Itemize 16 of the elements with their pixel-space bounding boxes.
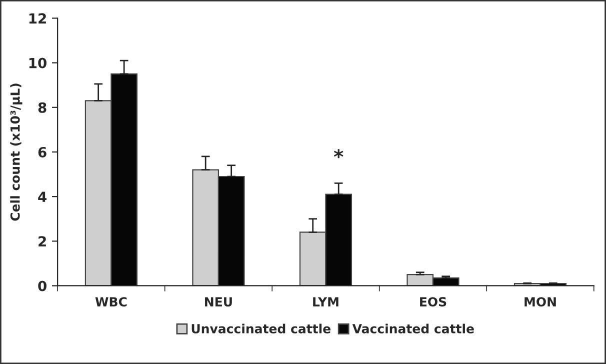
x-tick-label: LYM xyxy=(313,297,338,306)
y-tick-label: 2 xyxy=(38,236,46,246)
x-tick-label: MON xyxy=(524,297,556,307)
y-tick-label: 4 xyxy=(38,192,47,202)
y-tick-label: 12 xyxy=(29,13,46,24)
x-tick-label: EOS xyxy=(420,297,446,307)
y-tick-label: 10 xyxy=(29,58,46,68)
x-tick-label: WBC xyxy=(95,297,127,307)
y-tick-label: 6 xyxy=(38,146,46,158)
y-tick-label: 0 xyxy=(38,280,46,292)
legend-label: Vaccinated cattle xyxy=(352,324,474,334)
annotation: * xyxy=(334,149,344,158)
legend-label: Unvaccinated cattle xyxy=(192,324,330,334)
y-axis-title: Cell count (x10³/μL) xyxy=(10,84,22,221)
x-tick-label: NEU xyxy=(205,297,232,307)
y-tick-label: 8 xyxy=(38,102,46,113)
